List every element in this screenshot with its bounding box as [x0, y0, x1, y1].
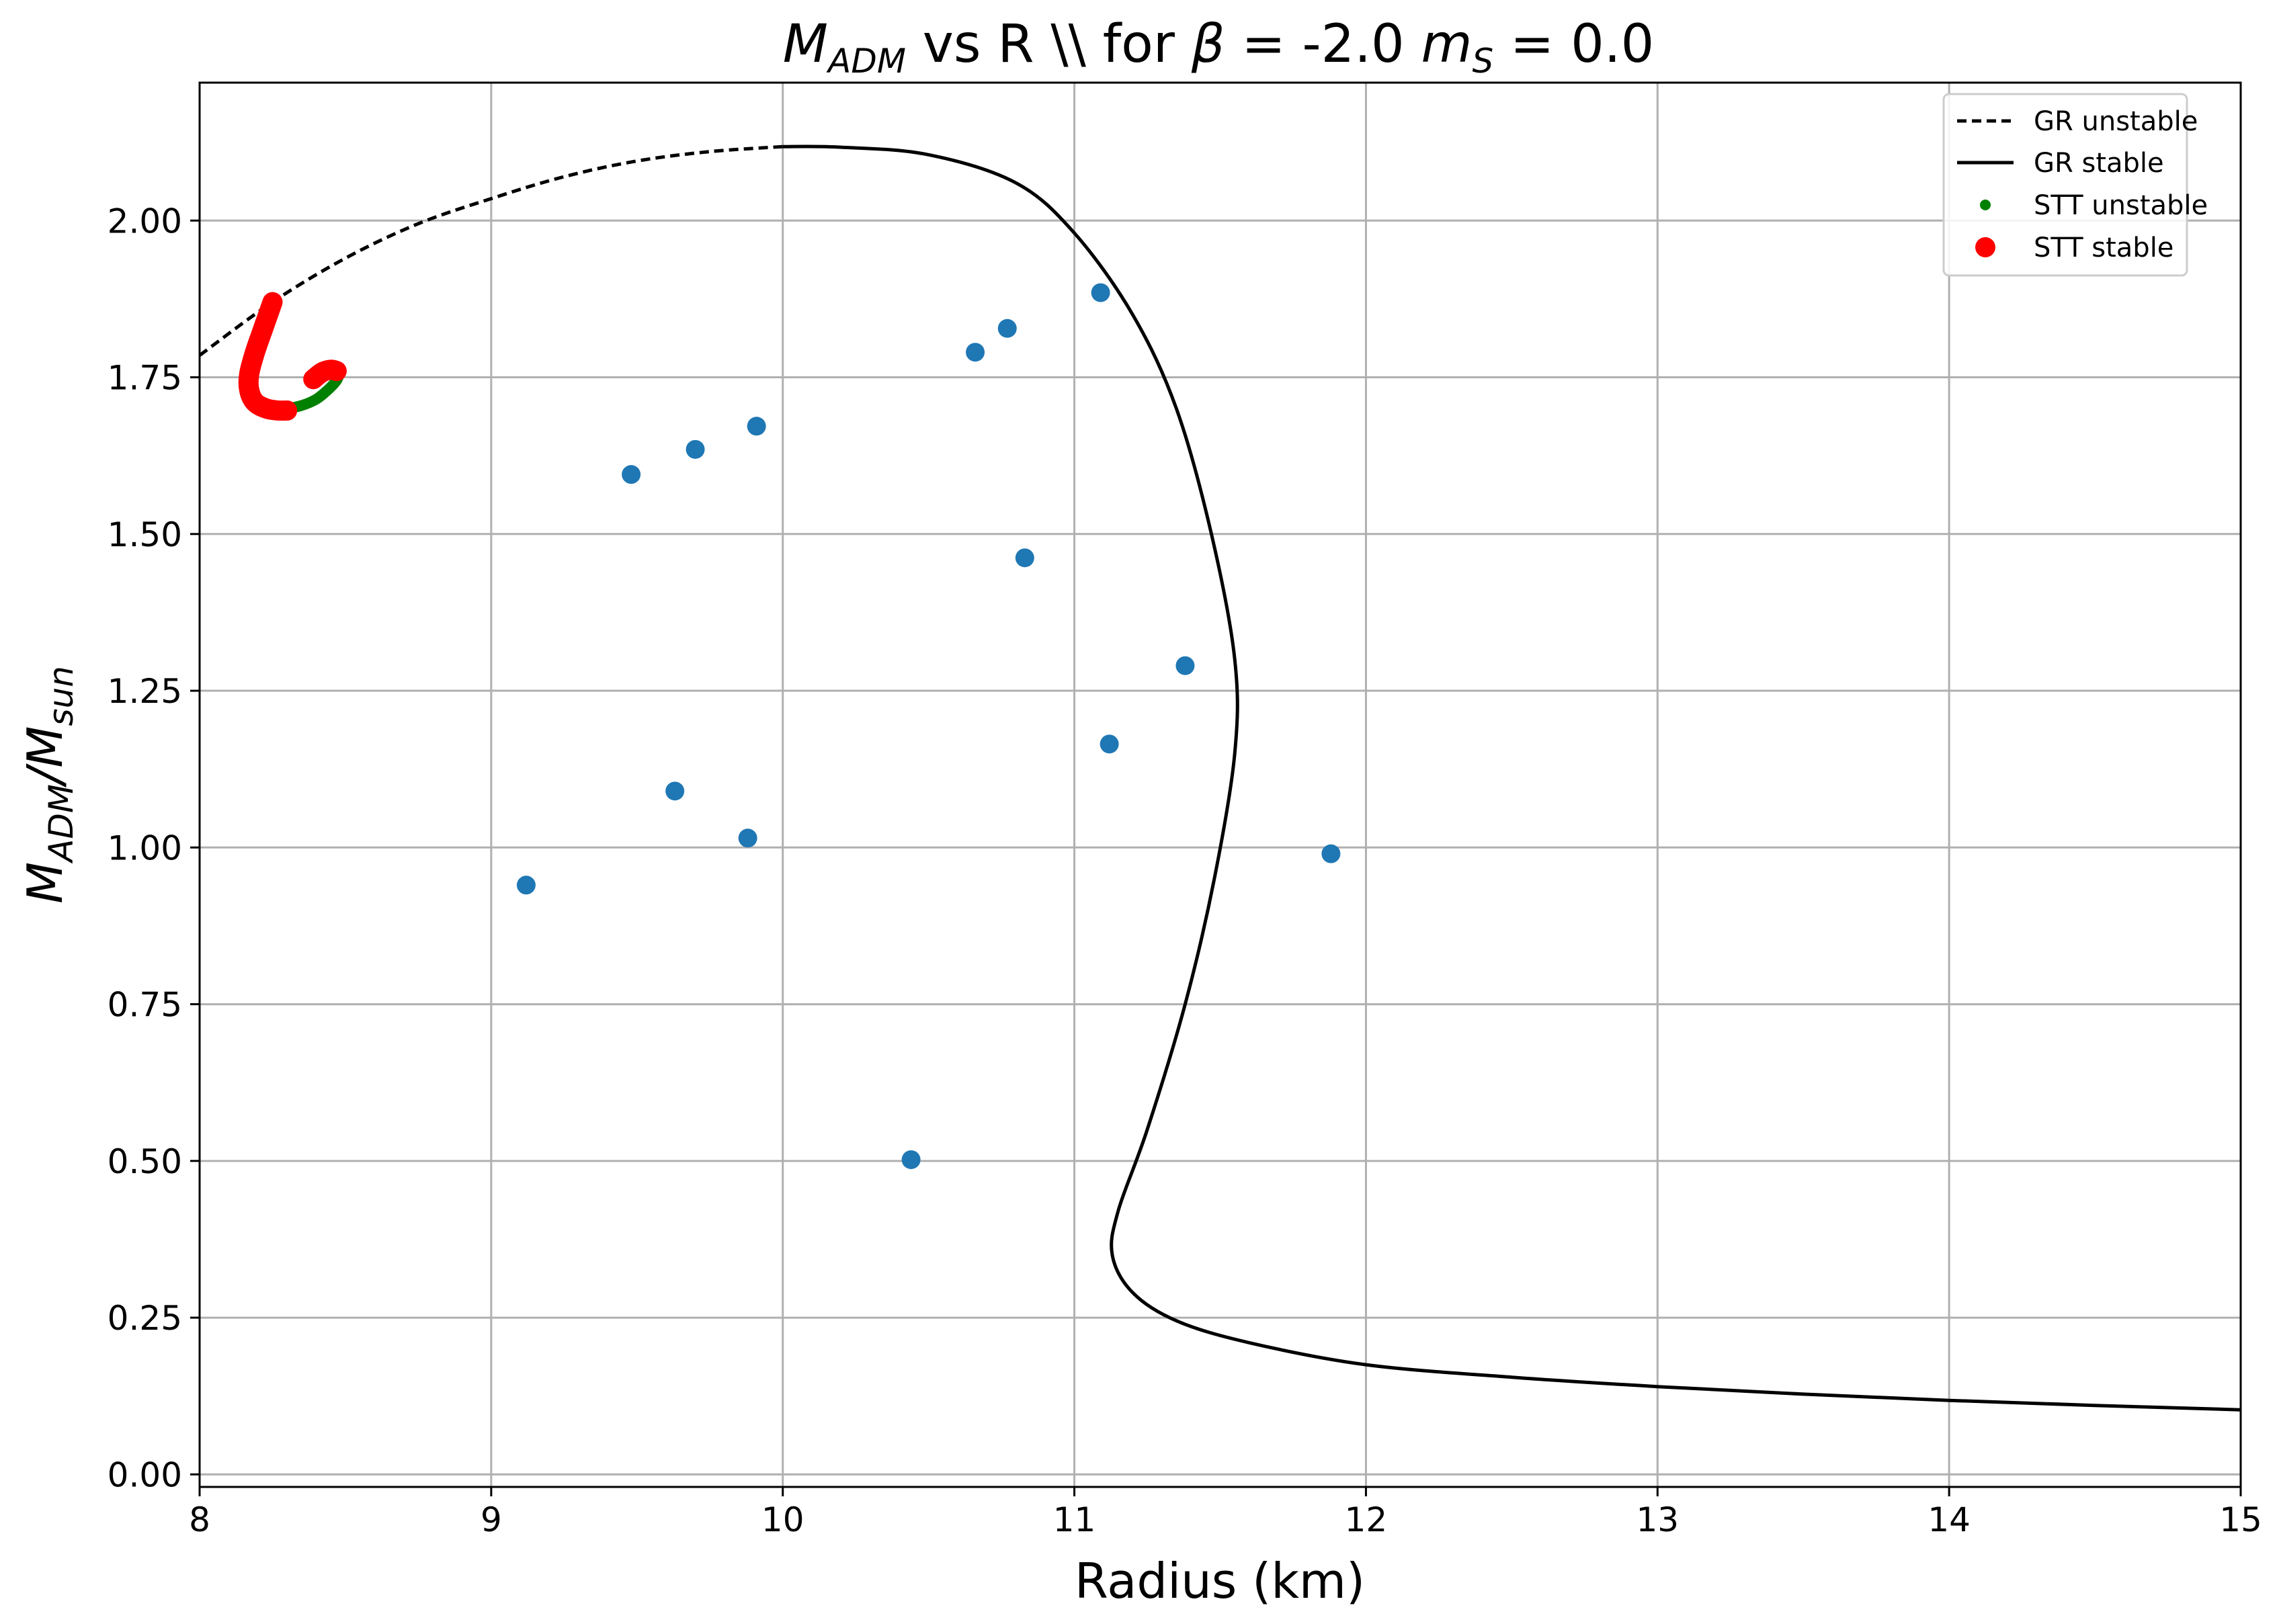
data-point [966, 343, 985, 362]
axis-ticks: 8 9 10 11 12 13 14 15 0.00 0.25 0.50 0.75 1.00 1.25 1.… [108, 202, 2262, 1539]
data-point [1175, 656, 1195, 675]
data-point [665, 781, 685, 801]
data-point [997, 318, 1017, 338]
y-tick-label: 1.25 [108, 672, 182, 711]
legend-box [1942, 93, 2188, 277]
legend-stt-unstable-swatch [1980, 200, 1991, 210]
y-tick-label: 0.75 [108, 986, 182, 1025]
data-point [1100, 734, 1119, 754]
x-tick-label: 13 [1636, 1500, 1679, 1539]
x-tick-label: 12 [1345, 1500, 1388, 1539]
stt-stable-curve [238, 292, 298, 421]
x-axis-label: Radius (km) [1075, 1553, 1365, 1609]
plot-series [198, 144, 2241, 1412]
gr-unstable-line [198, 144, 783, 357]
data-point [901, 1150, 921, 1169]
y-tick-label: 2.00 [108, 202, 182, 241]
legend-gr-unstable-label: GR unstable [2034, 106, 2198, 137]
y-tick-label: 1.00 [108, 828, 182, 867]
data-point [622, 465, 641, 484]
x-tick-label: 11 [1053, 1500, 1096, 1539]
y-tick-label: 0.50 [108, 1142, 182, 1181]
x-tick-label: 8 [189, 1500, 210, 1539]
legend: GR unstable GR stable STT unstable STT s… [1942, 93, 2208, 277]
x-tick-label: 14 [1928, 1500, 1971, 1539]
y-axis-label: MADM/Msun [17, 666, 81, 904]
data-point [686, 439, 705, 459]
plot-frame [198, 81, 2242, 1488]
chart-title: MADM vs R \\ for β = -2.0 mS = 0.0 [783, 14, 1654, 81]
legend-stt-stable-label: STT stable [2034, 232, 2174, 263]
legend-stt-stable-swatch [1975, 237, 1995, 257]
data-point [747, 417, 766, 436]
x-tick-label: 10 [761, 1500, 804, 1539]
legend-stt-unstable-label: STT unstable [2034, 190, 2208, 221]
x-tick-label: 9 [481, 1500, 502, 1539]
y-tick-label: 1.75 [108, 359, 182, 398]
gr-stable-line [782, 144, 2241, 1412]
y-tick-label: 1.50 [108, 515, 182, 554]
data-point [1015, 548, 1034, 568]
data-point [738, 828, 757, 848]
y-tick-label: 0.00 [108, 1455, 182, 1494]
stt-stable-curve [303, 359, 347, 390]
data-point [1321, 844, 1341, 863]
y-tick-label: 0.25 [108, 1299, 182, 1338]
x-tick-label: 15 [2219, 1500, 2262, 1539]
legend-gr-stable-label: GR stable [2034, 148, 2164, 179]
data-point [1091, 283, 1110, 302]
data-point [516, 875, 536, 895]
